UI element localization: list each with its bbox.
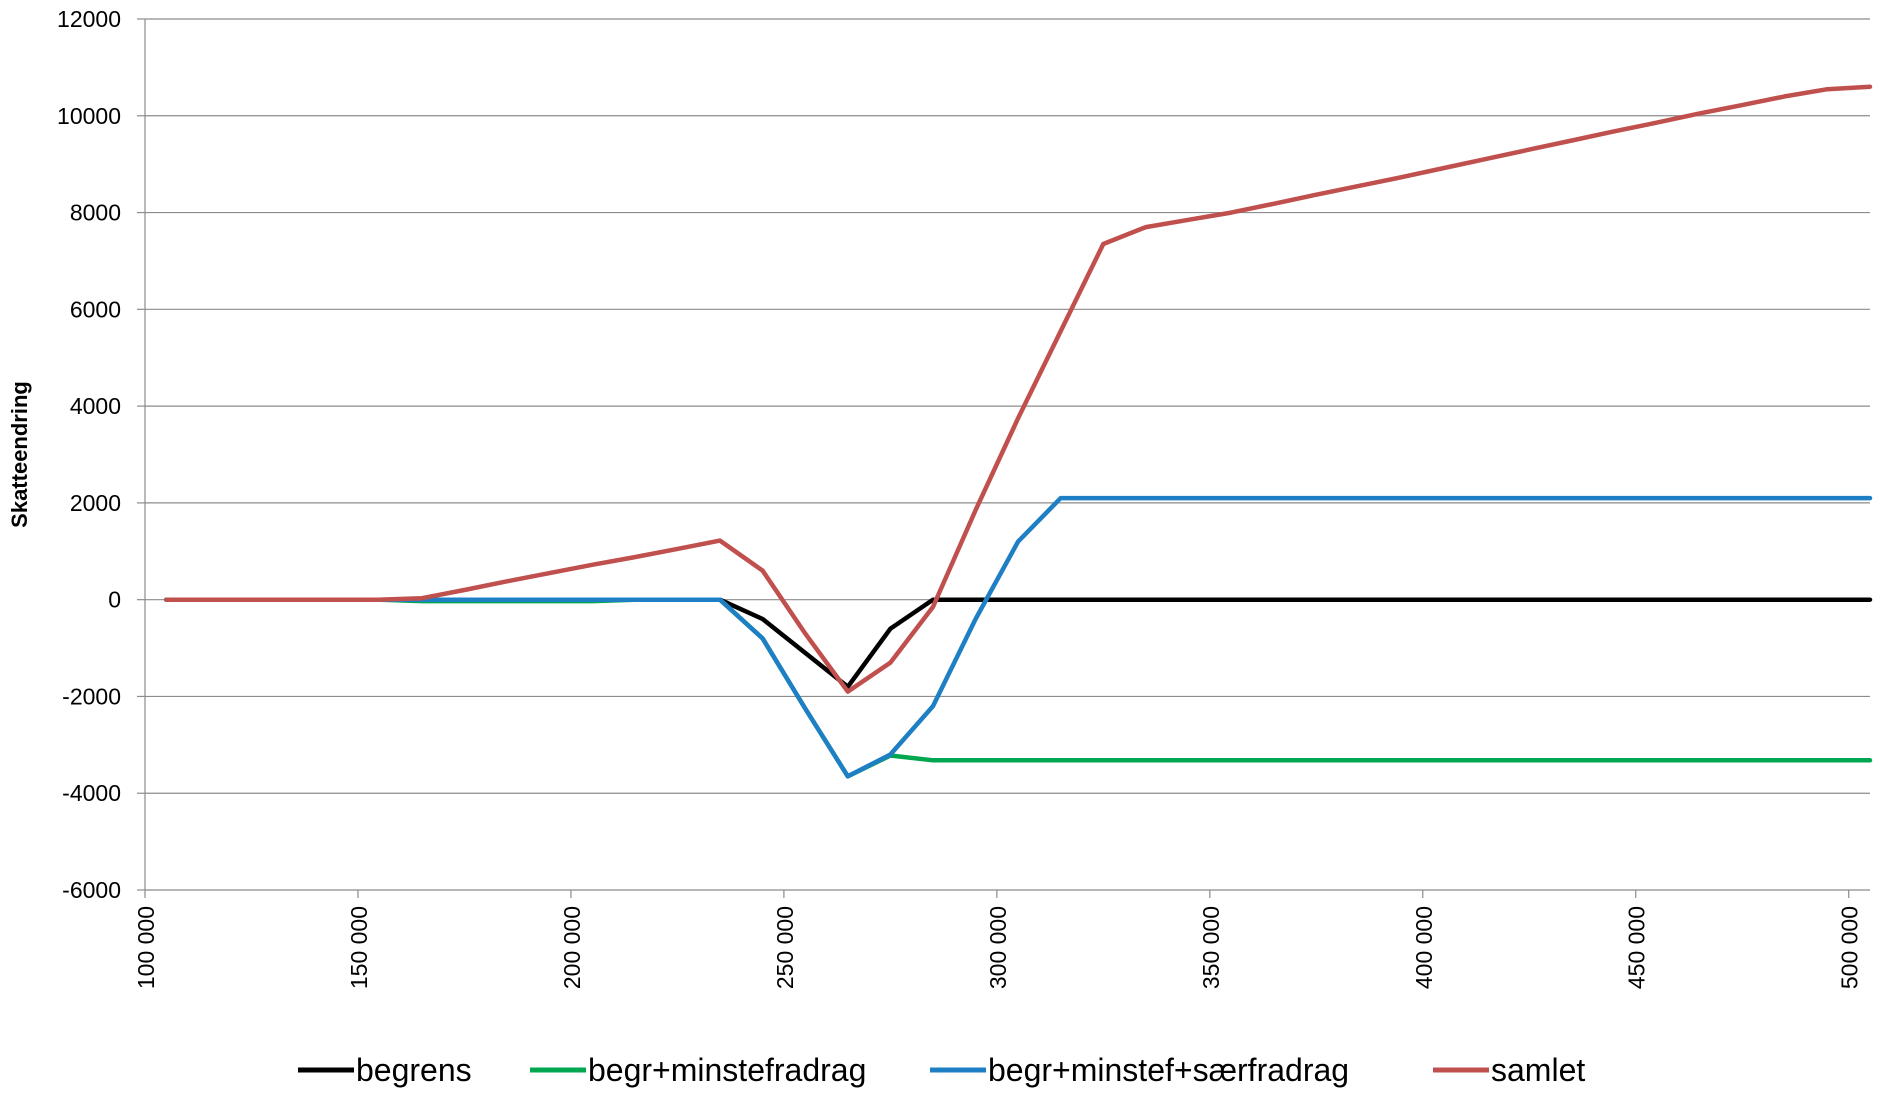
series-line-3 [164, 84, 1873, 694]
y-axis-title: Skatteendring [7, 381, 32, 528]
series-line-1 [164, 597, 1873, 779]
series-line-2 [164, 495, 1873, 779]
gridlines [145, 18, 1870, 794]
y-tick-label: 0 [108, 587, 121, 613]
y-tick-label: 8000 [70, 200, 121, 226]
legend: begrens begr+minstefradrag begr+minstef+sæ… [298, 1052, 1585, 1088]
y-tick-label: 4000 [70, 393, 121, 419]
x-tick-label: 350 000 [1198, 906, 1224, 989]
y-tick-label: 10000 [57, 103, 121, 129]
legend-label-2: begr+minstef+særfradrag [988, 1052, 1349, 1088]
x-tick-label: 450 000 [1624, 906, 1650, 989]
y-tick-label: -4000 [62, 780, 121, 806]
legend-label-1: begr+minstefradrag [588, 1052, 866, 1088]
x-tick-label: 200 000 [559, 906, 585, 989]
x-axis-ticks: 100 000 150 000 200 000 250 000 300 000 350 0… [133, 890, 1863, 989]
x-tick-label: 400 000 [1411, 906, 1437, 989]
y-axis-ticks: 12000 10000 8000 6000 4000 2000 0 -2000 -4000 -60… [57, 6, 145, 903]
legend-label-3: samlet [1491, 1052, 1585, 1088]
series-lines [164, 84, 1873, 779]
y-tick-label: 2000 [70, 490, 121, 516]
y-tick-label: -6000 [62, 877, 121, 903]
x-tick-label: 300 000 [985, 906, 1011, 989]
y-tick-label: 6000 [70, 296, 121, 322]
x-tick-label: 150 000 [346, 906, 372, 989]
x-tick-label: 250 000 [772, 906, 798, 989]
x-tick-label: 100 000 [133, 906, 159, 989]
x-tick-label: 500 000 [1837, 906, 1863, 989]
axes [144, 19, 1870, 891]
legend-label-0: begrens [356, 1052, 472, 1088]
y-tick-label: 12000 [57, 6, 121, 32]
series-line-0 [164, 597, 1873, 690]
y-tick-label: -2000 [62, 683, 121, 709]
